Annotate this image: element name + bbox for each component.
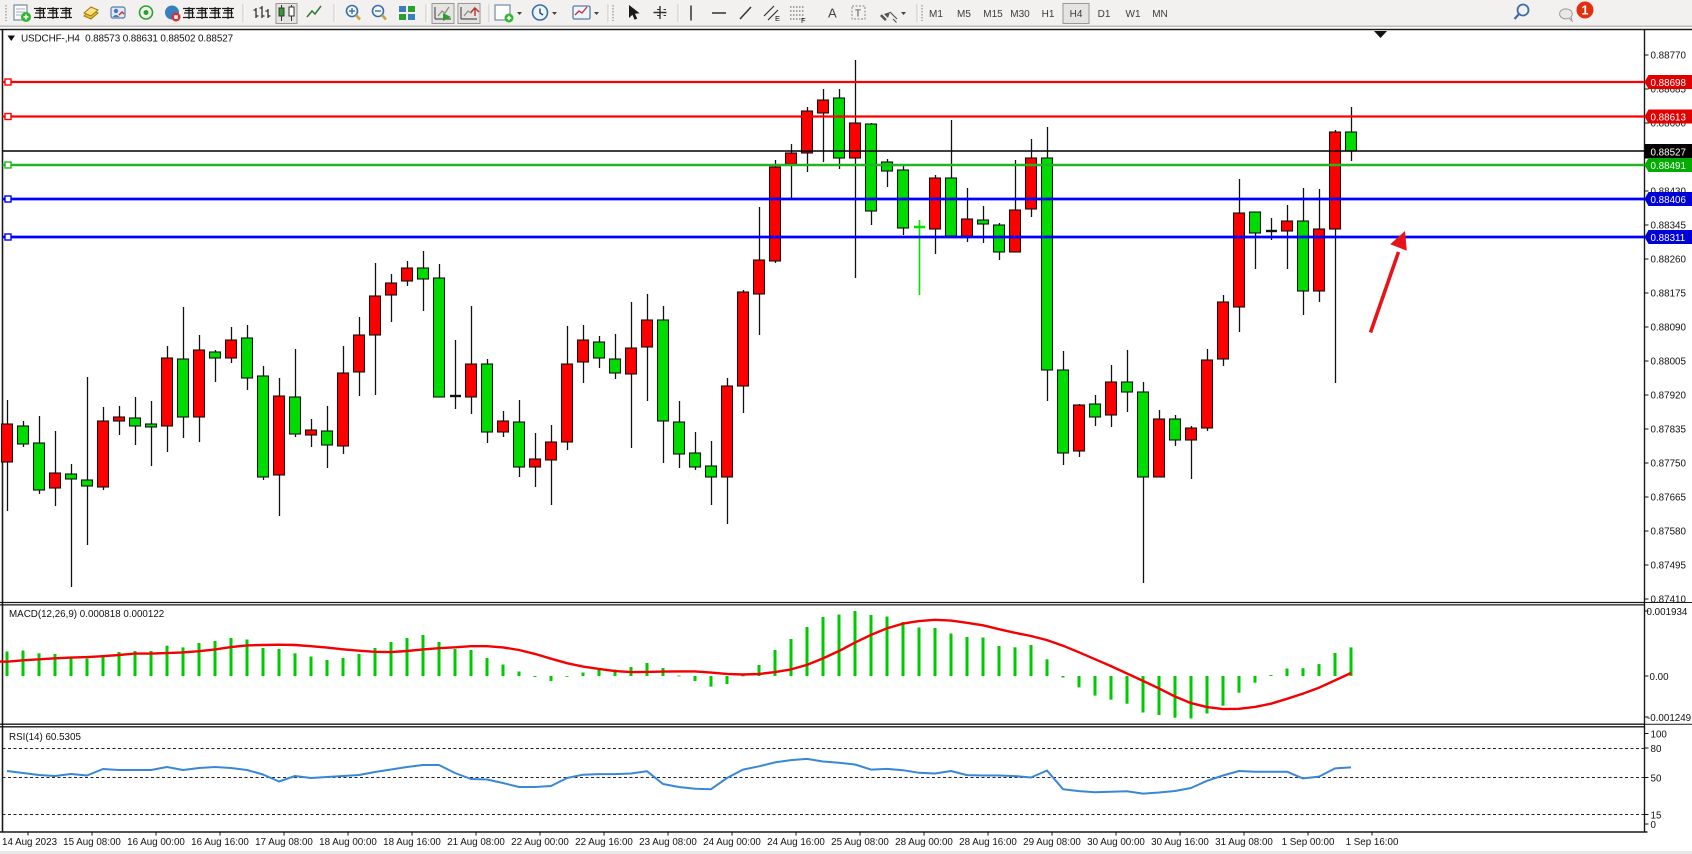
svg-text:22 Aug 00:00: 22 Aug 00:00: [511, 837, 569, 848]
svg-text:MN: MN: [1152, 9, 1168, 20]
svg-text:30 Aug 00:00: 30 Aug 00:00: [1087, 837, 1145, 848]
svg-text:W1: W1: [1126, 9, 1141, 20]
svg-text:0.87495: 0.87495: [1651, 561, 1687, 572]
svg-text:21 Aug 08:00: 21 Aug 08:00: [447, 837, 505, 848]
svg-text:0.88175: 0.88175: [1651, 289, 1687, 300]
svg-text:0.87835: 0.87835: [1651, 425, 1687, 436]
svg-text:17 Aug 08:00: 17 Aug 08:00: [255, 837, 313, 848]
svg-text:31 Aug 08:00: 31 Aug 08:00: [1215, 837, 1273, 848]
svg-text:H4: H4: [1070, 9, 1083, 20]
svg-text:23 Aug 08:00: 23 Aug 08:00: [639, 837, 697, 848]
svg-text:15: 15: [1651, 811, 1662, 822]
svg-text:0.88770: 0.88770: [1651, 51, 1687, 62]
svg-text:0.88311: 0.88311: [1651, 233, 1686, 244]
svg-text:25 Aug 08:00: 25 Aug 08:00: [831, 837, 889, 848]
svg-text:RSI(14) 60.5305: RSI(14) 60.5305: [9, 732, 81, 743]
svg-text:0.00: 0.00: [1650, 672, 1670, 683]
svg-text:1 Sep 16:00: 1 Sep 16:00: [1346, 837, 1399, 848]
svg-text:0.88260: 0.88260: [1651, 255, 1687, 266]
svg-text:16 Aug 16:00: 16 Aug 16:00: [191, 837, 249, 848]
svg-text:0.87580: 0.87580: [1651, 527, 1687, 538]
svg-text:0.87750: 0.87750: [1651, 459, 1687, 470]
svg-text:22 Aug 16:00: 22 Aug 16:00: [575, 837, 633, 848]
svg-text:M15: M15: [983, 9, 1003, 20]
svg-text:USDCHF-,H4 0.88573 0.88631 0.: USDCHF-,H4 0.88573 0.88631 0.88502 0.885…: [21, 34, 233, 45]
svg-text:14 Aug 2023: 14 Aug 2023: [2, 837, 58, 848]
svg-text:0.87665: 0.87665: [1651, 493, 1687, 504]
svg-text:0.88600: 0.88600: [1651, 119, 1687, 130]
svg-text:H1: H1: [1042, 9, 1055, 20]
svg-text:-0.001249: -0.001249: [1647, 713, 1691, 724]
svg-text:24 Aug 00:00: 24 Aug 00:00: [703, 837, 761, 848]
svg-text:M5: M5: [957, 9, 971, 20]
svg-text:0: 0: [1651, 820, 1657, 831]
svg-text:16 Aug 00:00: 16 Aug 00:00: [127, 837, 185, 848]
svg-text:0.87920: 0.87920: [1651, 391, 1687, 402]
svg-text:28 Aug 00:00: 28 Aug 00:00: [895, 837, 953, 848]
svg-text:29 Aug 08:00: 29 Aug 08:00: [1023, 837, 1081, 848]
svg-text:18 Aug 00:00: 18 Aug 00:00: [319, 837, 377, 848]
svg-text:0.88005: 0.88005: [1651, 357, 1687, 368]
svg-text:M1: M1: [929, 9, 943, 20]
svg-text:24 Aug 16:00: 24 Aug 16:00: [767, 837, 825, 848]
svg-text:0.88698: 0.88698: [1651, 78, 1687, 89]
svg-text:0.88527: 0.88527: [1651, 148, 1686, 159]
svg-text:30 Aug 16:00: 30 Aug 16:00: [1151, 837, 1209, 848]
svg-text:D1: D1: [1098, 9, 1111, 20]
svg-text:0.88491: 0.88491: [1651, 161, 1686, 172]
svg-text:1: 1: [1582, 4, 1589, 18]
svg-text:E: E: [775, 14, 780, 23]
svg-text:18 Aug 16:00: 18 Aug 16:00: [383, 837, 441, 848]
svg-text:28 Aug 16:00: 28 Aug 16:00: [959, 837, 1017, 848]
svg-text:0.88613: 0.88613: [1651, 113, 1687, 124]
svg-text:0.88345: 0.88345: [1651, 221, 1687, 232]
svg-text:0.88090: 0.88090: [1651, 323, 1687, 334]
svg-text:F: F: [801, 16, 806, 25]
svg-text:0.88685: 0.88685: [1651, 85, 1687, 96]
svg-text:80: 80: [1651, 744, 1662, 755]
svg-text:0.001934: 0.001934: [1647, 607, 1688, 618]
svg-text:MACD(12,26,9) 0.000818 0.00012: MACD(12,26,9) 0.000818 0.000122: [9, 609, 164, 620]
svg-text:T: T: [855, 9, 861, 20]
svg-text:50: 50: [1651, 774, 1662, 785]
svg-text:100: 100: [1651, 730, 1668, 741]
svg-text:A: A: [828, 6, 837, 21]
svg-text:1 Sep 00:00: 1 Sep 00:00: [1282, 837, 1335, 848]
svg-text:0.87410: 0.87410: [1651, 595, 1687, 606]
svg-text:15 Aug 08:00: 15 Aug 08:00: [63, 837, 121, 848]
svg-text:M30: M30: [1010, 9, 1030, 20]
svg-text:0.88406: 0.88406: [1651, 195, 1687, 206]
